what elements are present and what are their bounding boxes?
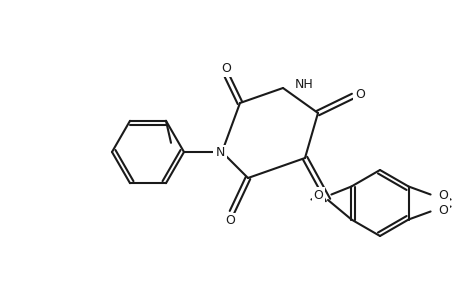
Text: O: O [437,204,448,217]
Text: O: O [437,189,448,202]
Text: O: O [354,88,364,100]
Text: O: O [224,214,235,227]
Text: O: O [221,62,230,76]
Text: NH: NH [294,79,313,92]
Text: N: N [215,146,224,160]
Text: O: O [313,189,323,202]
